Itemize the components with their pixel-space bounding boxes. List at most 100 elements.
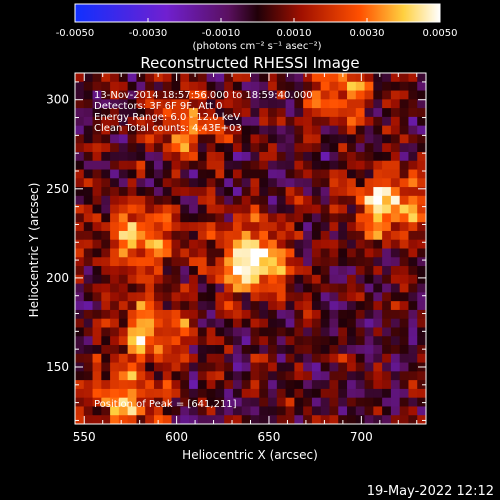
heatmap-cell (338, 257, 348, 267)
heatmap-cell (268, 230, 278, 241)
heatmap-cell (276, 406, 287, 416)
heatmap-cell (320, 301, 330, 311)
heatmap-cell (224, 274, 234, 285)
heatmap-cell (110, 345, 120, 355)
heatmap-cell (189, 406, 199, 416)
heatmap-cell (215, 90, 225, 100)
heatmap-cell (83, 108, 93, 118)
heatmap-cell (197, 397, 208, 407)
heatmap-cell (110, 371, 120, 381)
heatmap-cell (373, 292, 383, 302)
heatmap-cell (382, 116, 392, 127)
heatmap-cell (110, 309, 120, 320)
heatmap-cell (197, 178, 208, 188)
heatmap-cell (206, 134, 216, 144)
heatmap-cell (311, 178, 322, 188)
heatmap-cell (276, 195, 287, 206)
heatmap-cell (320, 327, 330, 337)
heatmap-cell (180, 116, 190, 127)
heatmap-cell (408, 169, 418, 179)
heatmap-cell (311, 187, 322, 197)
heatmap-cell (92, 248, 102, 258)
heatmap-cell (171, 274, 181, 285)
heatmap-cell (294, 362, 304, 372)
heatmap-cell (101, 99, 111, 109)
heatmap-cell (338, 388, 348, 399)
heatmap-cell (250, 160, 260, 170)
heatmap-cell (136, 388, 146, 399)
heatmap-cell (127, 336, 137, 346)
heatmap-cell (347, 151, 357, 162)
heatmap-cell (118, 362, 129, 372)
heatmap-cell (285, 116, 295, 127)
heatmap-cell (145, 239, 155, 249)
heatmap-cell (329, 380, 339, 390)
heatmap-cell (338, 90, 348, 100)
heatmap-cell (417, 345, 426, 355)
heatmap-cell (83, 160, 93, 170)
heatmap-cell (329, 151, 339, 162)
heatmap-cell (145, 257, 155, 267)
heatmap-cell (276, 143, 287, 153)
heatmap-cell (311, 353, 322, 363)
heatmap-cell (276, 239, 287, 249)
heatmap-cell (338, 143, 348, 153)
heatmap-cell (189, 116, 199, 127)
heatmap-cell (338, 73, 348, 83)
heatmap-cell (83, 336, 93, 346)
heatmap-cell (355, 327, 365, 337)
heatmap-cell (250, 301, 260, 311)
heatmap-cell (303, 178, 313, 188)
heatmap-cell (153, 336, 164, 346)
heatmap-cell (180, 371, 190, 381)
heatmap-cell (189, 309, 199, 320)
heatmap-cell (215, 318, 225, 328)
heatmap-cell (232, 178, 243, 188)
heatmap-cell (232, 309, 243, 320)
heatmap-cell (180, 108, 190, 118)
heatmap-cell (197, 318, 208, 328)
heatmap-cell (390, 397, 401, 407)
heatmap-cell (118, 380, 129, 390)
heatmap-cell (364, 108, 374, 118)
heatmap-cell (364, 81, 374, 91)
heatmap-cell (276, 257, 287, 267)
heatmap-cell (320, 380, 330, 390)
heatmap-cell (153, 213, 164, 223)
heatmap-cell (285, 248, 295, 258)
heatmap-cell (294, 99, 304, 109)
heatmap-cell (215, 125, 225, 135)
heatmap-cell (101, 222, 111, 232)
heatmap-cell (285, 169, 295, 179)
heatmap-cell (110, 99, 120, 109)
heatmap-cell (83, 116, 93, 127)
heatmap-cell (162, 143, 172, 153)
heatmap-cell (145, 222, 155, 232)
heatmap-cell (329, 397, 339, 407)
heatmap-cell (92, 318, 102, 328)
heatmap-cell (145, 213, 155, 223)
heatmap-cell (294, 151, 304, 162)
heatmap-cell (127, 73, 137, 83)
heatmap-cell (241, 169, 251, 179)
heatmap-cell (311, 318, 322, 328)
heatmap-cell (232, 108, 243, 118)
heatmap-cell (382, 336, 392, 346)
heatmap-cell (285, 73, 295, 83)
heatmap-cell (101, 125, 111, 135)
heatmap-cell (136, 134, 146, 144)
heatmap-cell (268, 151, 278, 162)
heatmap-cell (390, 266, 401, 276)
heatmap-cell (197, 248, 208, 258)
heatmap-cell (364, 195, 374, 206)
heatmap-cell (320, 99, 330, 109)
heatmap-cell (417, 327, 426, 337)
heatmap-cell (259, 327, 269, 337)
heatmap-cell (250, 125, 260, 135)
heatmap-cell (276, 318, 287, 328)
heatmap-cell (268, 345, 278, 355)
heatmap-cell (320, 213, 330, 223)
heatmap-cell (241, 362, 251, 372)
heatmap-cell (382, 362, 392, 372)
heatmap-cell (127, 309, 137, 320)
